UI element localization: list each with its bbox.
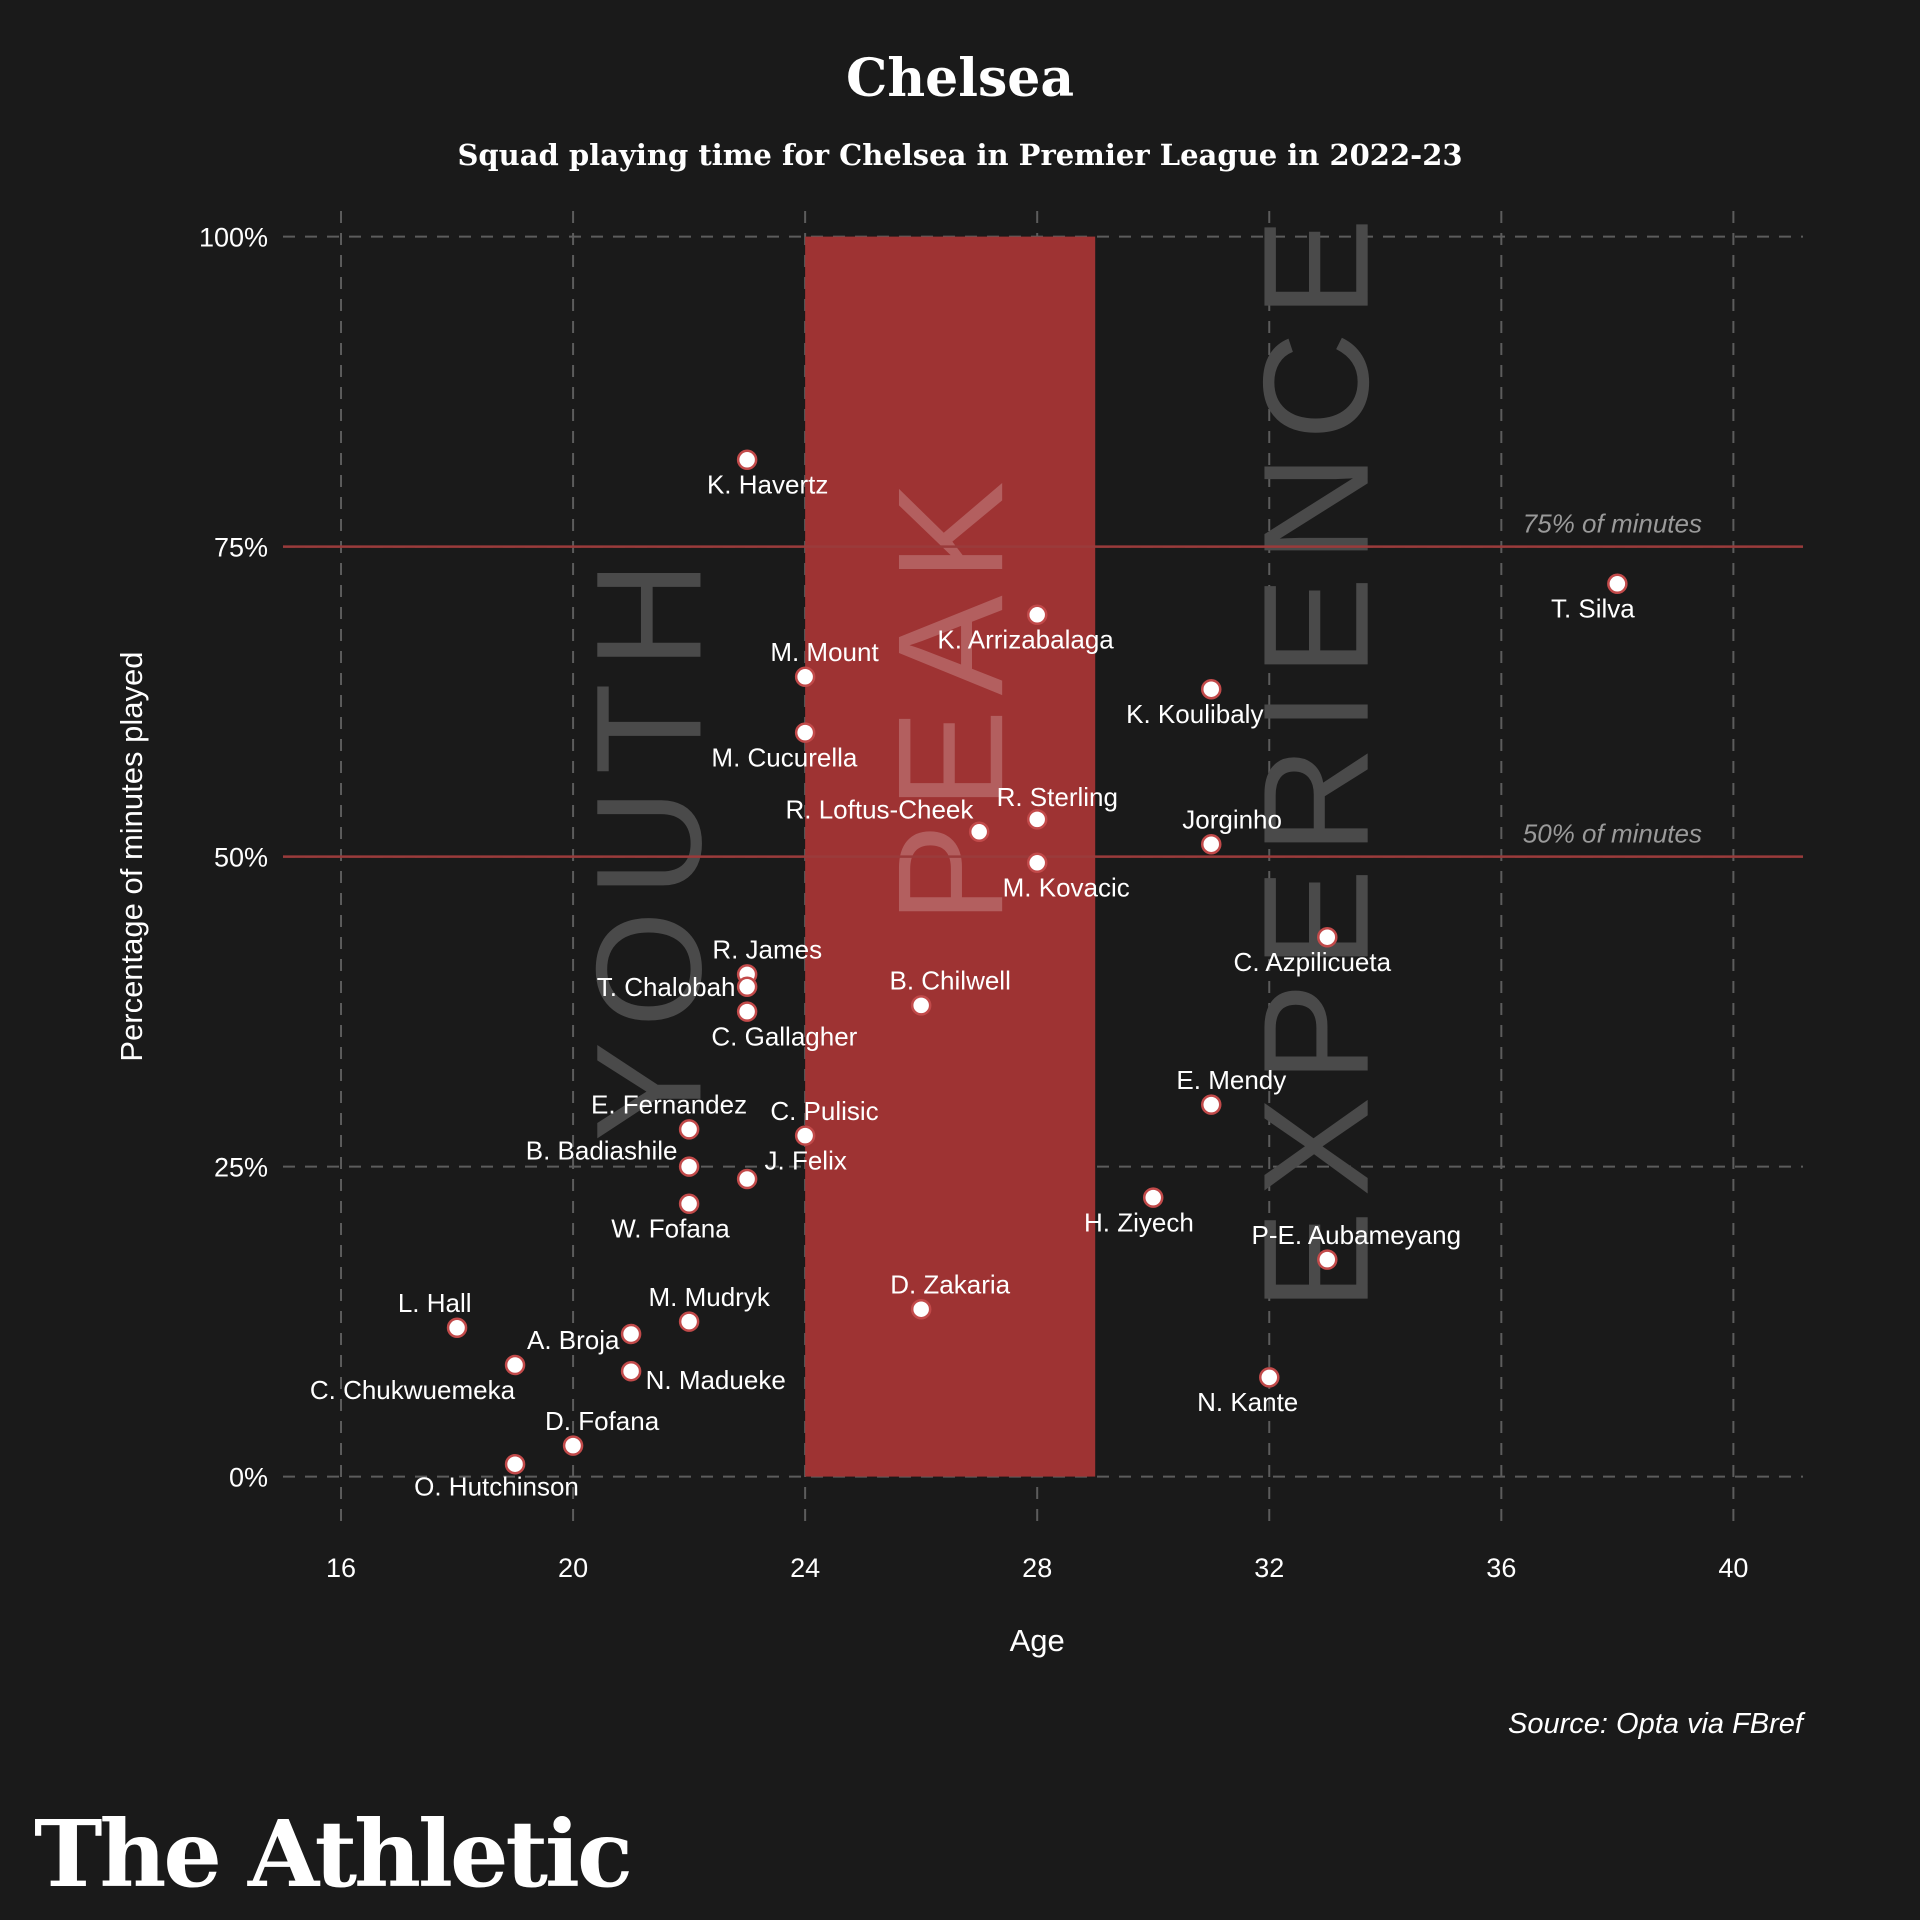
zone-label-peak: PEAK [866, 467, 1034, 923]
data-point [1200, 1094, 1222, 1115]
x-tick-label: 24 [790, 1553, 820, 1583]
point-label: H. Ziyech [1084, 1207, 1194, 1237]
point-label: K. Havertz [707, 470, 828, 500]
data-point [968, 821, 990, 843]
data-point [620, 1360, 642, 1382]
point-label: L. Hall [398, 1288, 472, 1318]
chart-subtitle: Squad playing time for Chelsea in Premie… [457, 138, 1463, 172]
data-point [1259, 1367, 1280, 1388]
data-point [794, 1125, 816, 1146]
point-label: C. Gallagher [711, 1021, 857, 1051]
data-point [620, 1323, 642, 1345]
x-tick-label: 16 [326, 1553, 356, 1583]
data-point [736, 1168, 758, 1190]
data-point [910, 995, 932, 1016]
point-label: E. Fernandez [591, 1090, 747, 1120]
point-label: R. Sterling [997, 782, 1118, 812]
point-label: D. Zakaria [890, 1269, 1010, 1299]
data-point [1317, 926, 1338, 948]
data-point [1142, 1187, 1164, 1208]
x-axis-title: Age [1010, 1623, 1065, 1658]
zone-label-youth: YOUTH [564, 547, 732, 1142]
point-label: J. Felix [765, 1145, 847, 1175]
data-point [736, 1001, 758, 1022]
point-label: M. Cucurella [711, 742, 857, 772]
reference-line-label: 75% of minutes [1523, 509, 1702, 539]
y-tick-label: 25% [214, 1153, 268, 1183]
zone-label-experience: EXPERIENCE [1232, 204, 1400, 1311]
data-point [678, 1311, 700, 1332]
data-point [678, 1193, 700, 1215]
x-tick-label: 36 [1486, 1553, 1516, 1583]
y-tick-label: 75% [214, 533, 268, 563]
data-point [446, 1317, 468, 1339]
y-tick-label: 100% [199, 223, 268, 253]
point-label: M. Mudryk [648, 1282, 770, 1312]
point-label: T. Silva [1551, 594, 1635, 624]
point-label: D. Fofana [545, 1406, 660, 1436]
point-label: B. Badiashile [526, 1135, 678, 1165]
point-label: B. Chilwell [889, 966, 1010, 996]
point-label: Jorginho [1182, 804, 1282, 834]
x-tick-label: 40 [1718, 1553, 1748, 1583]
data-point [504, 1453, 526, 1475]
chart-title: Chelsea [845, 48, 1075, 109]
point-label: A. Broja [527, 1325, 620, 1355]
data-point [1200, 678, 1222, 700]
point-label: N. Madueke [646, 1365, 786, 1395]
y-tick-label: 0% [229, 1463, 268, 1493]
x-tick-label: 28 [1022, 1553, 1052, 1583]
data-point [910, 1298, 932, 1320]
point-label: C. Chukwuemeka [310, 1375, 516, 1405]
point-label: K. Koulibaly [1126, 699, 1263, 729]
data-point [678, 1119, 700, 1140]
point-label: T. Chalobah [597, 972, 736, 1002]
x-tick-label: 32 [1254, 1553, 1284, 1583]
point-label: K. Arrizabalaga [937, 625, 1114, 655]
data-point [736, 976, 758, 998]
reference-line-label: 50% of minutes [1523, 819, 1702, 849]
point-label: W. Fofana [611, 1214, 730, 1244]
data-point [678, 1156, 700, 1177]
data-point [794, 722, 816, 743]
data-point [736, 449, 758, 471]
data-point [1026, 852, 1048, 874]
data-point [794, 666, 816, 688]
brand-logo: The Athletic [34, 1800, 633, 1908]
point-label: R. James [712, 935, 822, 965]
point-label: C. Pulisic [770, 1096, 878, 1126]
point-label: P-E. Aubameyang [1251, 1220, 1461, 1250]
y-tick-label: 50% [214, 843, 268, 873]
point-label: M. Mount [770, 637, 879, 667]
point-label: N. Kante [1197, 1387, 1298, 1417]
y-axis-title: Percentage of minutes played [114, 652, 149, 1062]
data-point [1317, 1249, 1338, 1270]
x-tick-label: 20 [558, 1553, 588, 1583]
point-label: M. Kovacic [1003, 873, 1130, 903]
source-note: Source: Opta via FBref [1508, 1708, 1803, 1740]
point-label: C. Azpilicueta [1234, 947, 1392, 977]
data-point [504, 1354, 526, 1376]
point-label: O. Hutchinson [414, 1472, 579, 1502]
data-point [1607, 573, 1628, 595]
point-label: E. Mendy [1176, 1065, 1286, 1095]
data-point [1200, 833, 1222, 855]
data-point [562, 1435, 584, 1456]
data-point [1026, 809, 1048, 830]
point-label: R. Loftus-Cheek [786, 794, 975, 824]
data-point [1026, 604, 1048, 626]
